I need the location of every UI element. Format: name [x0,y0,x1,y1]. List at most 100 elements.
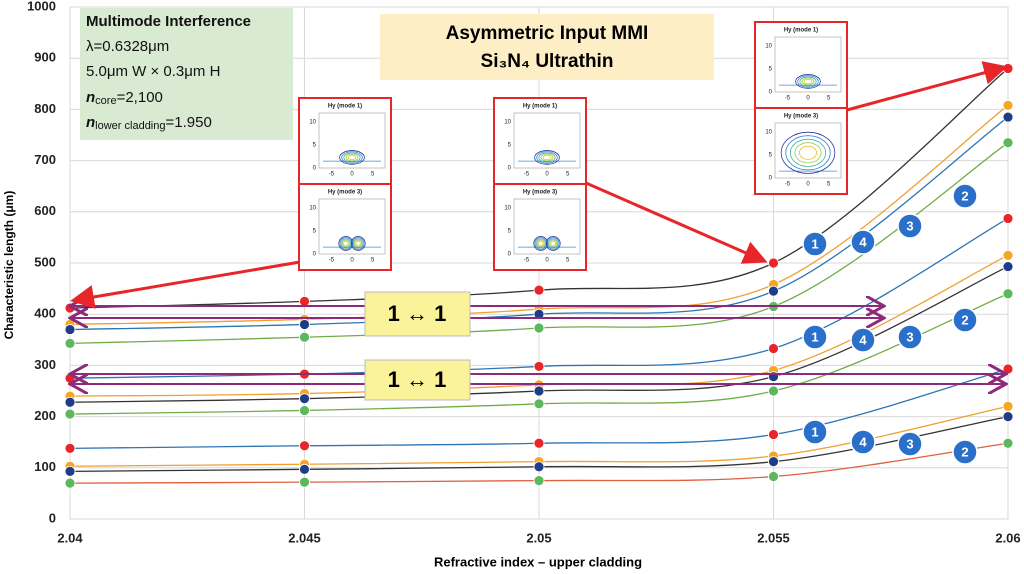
pointer-arrow [585,181,768,264]
inset-y-tick: 10 [309,120,316,126]
symbol: n [86,89,95,106]
info-lower: nlower cladding=1.950 [86,114,212,132]
inset-panel [754,107,848,195]
curve-badge [952,183,978,209]
inset-contour [338,236,354,251]
curve-badge [802,231,828,257]
curve-label: 1 [811,236,818,251]
info-wavelength: λ=0.6328μm [86,38,169,55]
mapping-box [364,359,471,401]
inset-y-tick: 0 [769,176,773,182]
inset-x-tick: -5 [785,96,791,102]
chart-title: Asymmetric Input MMI [446,23,649,44]
inset-y-tick: 10 [309,206,316,212]
inset-y-tick: 10 [504,120,511,126]
inset-contour [545,236,561,251]
data-point [533,361,545,372]
mapping-label: 1 ↔ 1 [388,367,447,392]
inset-axes [774,36,842,93]
mapping-label: 1 ↔ 1 [388,301,447,326]
pointer-arrow [70,260,301,309]
inset-contour [343,152,361,163]
data-point [1002,363,1014,375]
data-point [768,343,779,354]
inset-axes [513,198,581,255]
data-point [64,337,76,349]
inset-contour [347,154,357,161]
inset-x-tick: 0 [545,172,549,178]
y-tick-label: 600 [34,203,56,218]
x-tick-label: 2.05 [526,530,551,545]
data-point [64,442,76,454]
inset-contour [533,236,549,251]
info-core: ncore=2,100 [86,89,163,107]
inset-contour [795,74,821,89]
inset-contour [803,78,813,85]
inset-contour [538,240,544,247]
inset-y-tick: 5 [769,153,773,159]
data-point [533,475,545,487]
y-axis-title: Characteristic length (μm) [2,191,16,340]
inset-y-tick: 0 [508,166,512,172]
curve-label: 3 [906,436,913,451]
inset-axes [318,112,386,169]
inset-y-tick: 5 [769,67,773,73]
data-point [299,331,310,343]
inset-x-tick: -5 [524,172,530,178]
inset-contour [789,138,827,167]
data-point [299,440,310,452]
inset-title: Hy (mode 1) [784,28,818,34]
data-point [299,405,310,416]
inset-contour [799,145,817,160]
x-tick-label: 2.04 [57,530,83,545]
curve-badge [802,419,828,445]
inset-x-tick: -5 [785,182,791,188]
inset-contour [801,77,815,86]
data-point [1002,213,1014,224]
inset-x-tick: 5 [566,258,570,264]
inset-axes [774,122,842,179]
data-point [64,324,76,335]
data-point [768,385,779,397]
inset-title: Hy (mode 1) [523,104,557,110]
inset-y-tick: 0 [313,252,317,258]
curve-label: 1 [811,329,818,344]
curve-label: 4 [859,332,867,347]
inset-contour [350,236,366,251]
data-point [1002,99,1014,111]
curve-label: 4 [859,234,867,249]
curve-badge [897,213,923,239]
curve-badge [952,307,978,333]
inset-contour [536,151,558,164]
data-point [768,285,779,297]
curve-badge [850,327,876,353]
data-point [1002,111,1014,123]
y-tick-label: 900 [34,50,56,65]
inset-x-tick: 5 [566,172,570,178]
subscript: lower cladding [95,120,165,132]
inset-y-tick: 0 [508,252,512,258]
inset-panel [493,183,587,271]
y-tick-label: 200 [34,408,56,423]
data-point [1002,261,1014,272]
subscript: core [95,95,116,107]
data-point [299,319,310,330]
data-point [1002,63,1014,74]
data-point [533,398,545,410]
inset-x-tick: -5 [329,258,335,264]
inset-contour [339,237,353,250]
inset-contour [345,153,359,162]
y-tick-label: 700 [34,152,56,167]
inset-contour [546,237,560,250]
inset-contour [351,237,365,250]
data-point [1002,400,1014,412]
data-point [768,257,779,269]
inset-axes [318,198,386,255]
data-point [299,476,310,488]
inset-title: Hy (mode 1) [328,104,362,110]
data-point [64,465,76,477]
data-point [64,302,76,314]
inset-panel [493,97,587,185]
inset-y-tick: 0 [769,90,773,96]
